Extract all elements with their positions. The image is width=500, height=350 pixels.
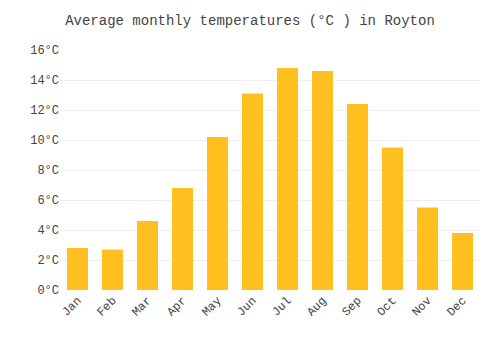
- svg-text:Jul: Jul: [269, 294, 294, 319]
- svg-text:Mar: Mar: [129, 294, 154, 319]
- svg-text:16°C: 16°C: [30, 44, 59, 58]
- svg-text:Feb: Feb: [94, 294, 119, 319]
- svg-text:4°C: 4°C: [37, 224, 59, 238]
- svg-text:Nov: Nov: [409, 294, 434, 319]
- svg-text:Aug: Aug: [304, 294, 329, 319]
- svg-text:Apr: Apr: [164, 294, 189, 319]
- svg-text:8°C: 8°C: [37, 164, 59, 178]
- svg-text:Jan: Jan: [59, 294, 84, 319]
- svg-text:0°C: 0°C: [37, 284, 59, 298]
- svg-text:May: May: [199, 294, 224, 319]
- svg-text:Oct: Oct: [374, 294, 399, 319]
- svg-text:Sep: Sep: [339, 294, 364, 319]
- svg-text:6°C: 6°C: [37, 194, 59, 208]
- svg-text:Average monthly temperatures (: Average monthly temperatures (°C ) in Ro…: [65, 13, 435, 29]
- svg-text:Jun: Jun: [234, 294, 259, 319]
- svg-text:14°C: 14°C: [30, 74, 59, 88]
- svg-text:Dec: Dec: [444, 294, 469, 319]
- svg-text:2°C: 2°C: [37, 254, 59, 268]
- svg-text:12°C: 12°C: [30, 104, 59, 118]
- svg-text:10°C: 10°C: [30, 134, 59, 148]
